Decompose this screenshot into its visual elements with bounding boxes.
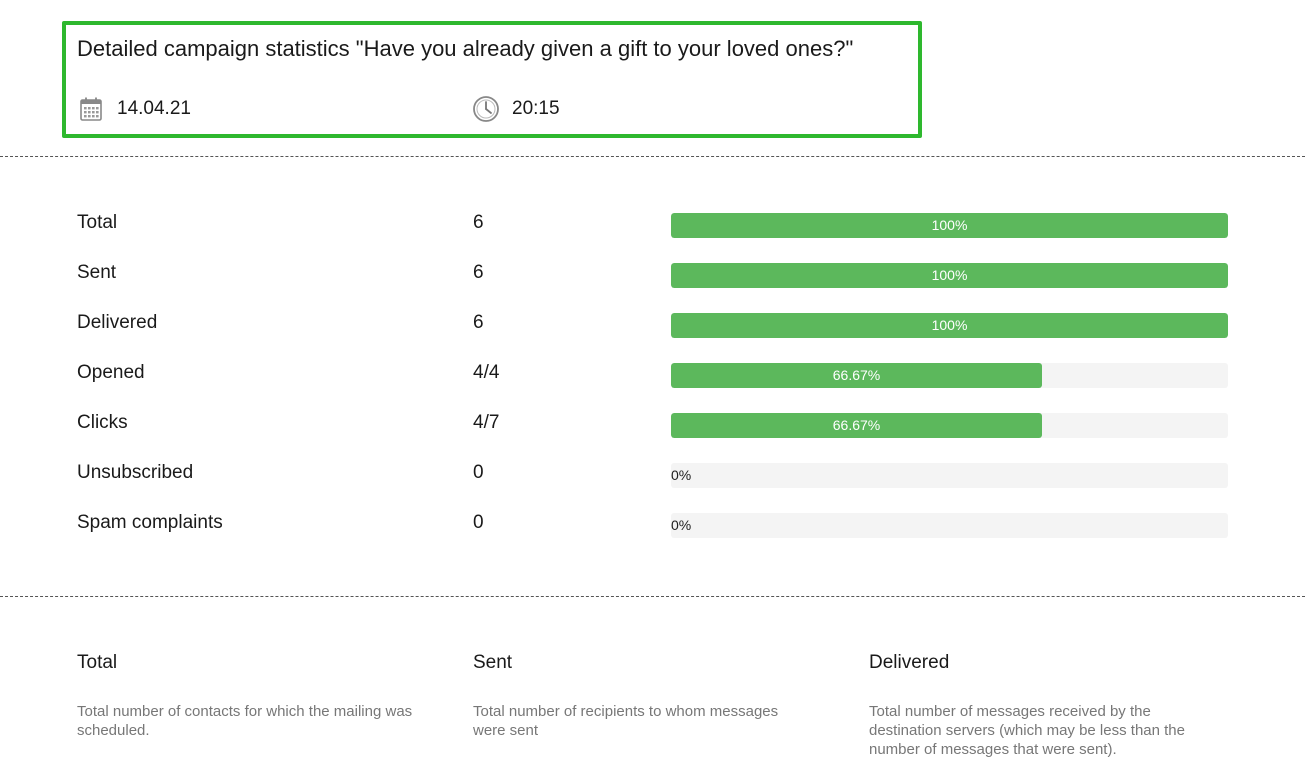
progress-bar: 100% <box>671 213 1228 238</box>
definition-title: Sent <box>473 652 513 673</box>
progress-fill <box>671 313 1228 338</box>
stat-label: Delivered <box>77 312 158 333</box>
progress-bar: 100% <box>671 313 1228 338</box>
stat-label: Clicks <box>77 412 128 433</box>
section-divider <box>0 156 1305 157</box>
progress-label: 66.67% <box>832 367 881 383</box>
progress-bar: 0% <box>671 513 1228 538</box>
progress-bar: 0% <box>671 463 1228 488</box>
progress-label: 66.67% <box>832 417 881 433</box>
stat-row: Spam complaints 0 0% <box>0 500 1305 550</box>
progress-fill <box>671 363 1042 388</box>
definition-sent: Sent Total number of recipients to whom … <box>473 652 813 740</box>
progress-bar: 100% <box>671 263 1228 288</box>
send-time: 20:15 <box>472 94 560 124</box>
date-value: 14.04.21 <box>117 98 191 119</box>
stat-value: 0 <box>473 462 484 483</box>
stat-value: 6 <box>473 312 484 333</box>
definition-title: Delivered <box>869 652 950 673</box>
stat-row: Delivered 6 100% <box>0 300 1305 350</box>
stat-label: Total <box>77 212 118 233</box>
clock-icon <box>472 95 500 123</box>
logo-icon <box>108 0 168 2</box>
stat-value: 6 <box>473 212 484 233</box>
definition-description: Total number of messages received by the… <box>869 703 1185 758</box>
progress-label: 100% <box>931 217 968 233</box>
time-value: 20:15 <box>512 98 560 119</box>
campaign-header-highlight <box>62 21 922 138</box>
definition-delivered: Delivered Total number of messages recei… <box>869 652 1209 759</box>
page-title: Detailed campaign statistics "Have you a… <box>77 36 854 61</box>
progress-fill <box>671 263 1228 288</box>
stat-row: Total 6 100% <box>0 200 1305 250</box>
stat-label: Unsubscribed <box>77 462 194 483</box>
progress-fill <box>671 413 1042 438</box>
stat-label: Opened <box>77 362 145 383</box>
stat-row: Opened 4/4 66.67% <box>0 350 1305 400</box>
section-divider <box>0 596 1305 597</box>
stat-value: 0 <box>473 512 484 533</box>
stat-value: 4/7 <box>473 412 500 433</box>
send-date: 14.04.21 <box>77 94 191 124</box>
progress-fill <box>671 213 1228 238</box>
stat-label: Spam complaints <box>77 512 223 533</box>
definition-title: Total <box>77 652 118 673</box>
definition-description: Total number of contacts for which the m… <box>77 703 413 739</box>
stat-value: 4/4 <box>473 362 500 383</box>
progress-bar: 66.67% <box>671 363 1228 388</box>
progress-label: 100% <box>931 267 968 283</box>
progress-bar: 66.67% <box>671 413 1228 438</box>
definition-description: Total number of recipients to whom messa… <box>473 703 779 739</box>
stat-row: Clicks 4/7 66.67% <box>0 400 1305 450</box>
progress-label: 0% <box>671 517 692 533</box>
progress-label: 0% <box>671 467 692 483</box>
definition-total: Total Total number of contacts for which… <box>77 652 417 740</box>
stat-row: Sent 6 100% <box>0 250 1305 300</box>
calendar-icon <box>77 95 105 123</box>
stat-label: Sent <box>77 262 117 283</box>
stat-value: 6 <box>473 262 484 283</box>
progress-label: 100% <box>931 317 968 333</box>
stat-row: Unsubscribed 0 0% <box>0 450 1305 500</box>
